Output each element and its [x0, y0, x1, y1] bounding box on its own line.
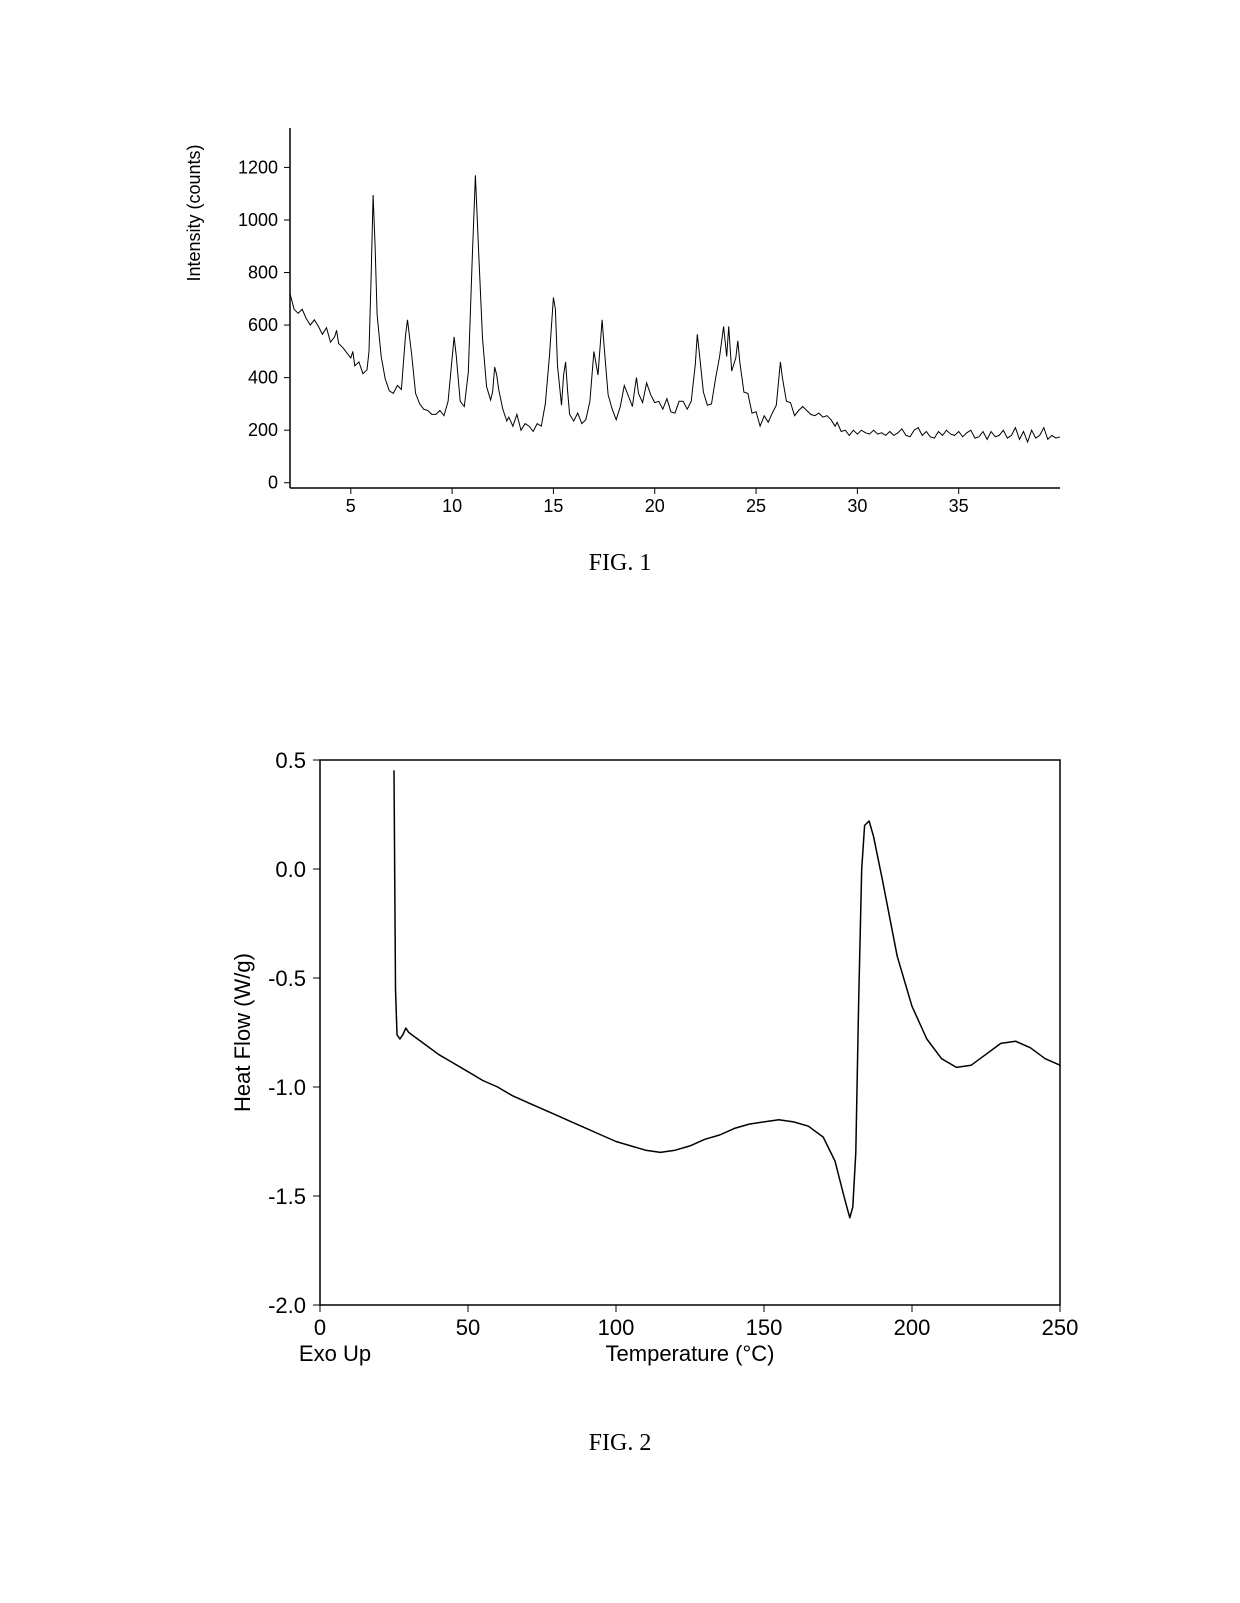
x-tick-label: 35	[949, 496, 969, 516]
xrd-trace	[290, 175, 1060, 442]
figure-1-block: 0 200 400 600 800 1000 1200 5 10 15 20 25 30 35 Intens…	[0, 40, 1240, 577]
figure-1-svg: 0 200 400 600 800 1000 1200 5 10 15 20 25 30 35 Intens…	[120, 40, 1120, 520]
y-tick-label: 600	[248, 315, 278, 335]
y-tick-label: 0	[268, 473, 278, 493]
y-tick-label: 400	[248, 368, 278, 388]
y-tick-label: 0.5	[275, 748, 306, 773]
dsc-trace	[394, 771, 1060, 1218]
plot-frame	[320, 760, 1060, 1305]
exo-up-label: Exo Up	[299, 1341, 371, 1366]
y-tick-label: -0.5	[268, 966, 306, 991]
y-tick-label: -2.0	[268, 1293, 306, 1318]
y-axis-label: Intensity (counts)	[184, 144, 204, 281]
y-tick-label: 1200	[238, 157, 278, 177]
x-tick-label: 150	[746, 1315, 783, 1340]
x-tick-label: 100	[598, 1315, 635, 1340]
x-tick-label: 25	[746, 496, 766, 516]
x-tick-label: 30	[847, 496, 867, 516]
x-tick-label: 0	[314, 1315, 326, 1340]
y-tick-label: -1.5	[268, 1184, 306, 1209]
figure-2-caption: FIG. 2	[0, 1430, 1240, 1457]
x-axis-label: Temperature (°C)	[606, 1341, 775, 1366]
x-tick-label: 20	[645, 496, 665, 516]
x-tick-label: 200	[894, 1315, 931, 1340]
x-tick-label: 15	[543, 496, 563, 516]
figure-2-svg: -2.0 -1.5 -1.0 -0.5 0.0 0.5 0 50 100 150 200 250 Hea…	[120, 720, 1120, 1400]
figure-1-caption: FIG. 1	[0, 550, 1240, 577]
x-tick-label: 250	[1042, 1315, 1079, 1340]
x-tick-label: 5	[346, 496, 356, 516]
y-axis-label: Heat Flow (W/g)	[230, 953, 255, 1112]
y-tick-label: -1.0	[268, 1075, 306, 1100]
y-tick-label: 1000	[238, 210, 278, 230]
y-tick-label: 800	[248, 263, 278, 283]
x-tick-label: 50	[456, 1315, 480, 1340]
y-tick-label: 0.0	[275, 857, 306, 882]
figure-2-block: -2.0 -1.5 -1.0 -0.5 0.0 0.5 0 50 100 150 200 250 Hea…	[0, 720, 1240, 1457]
x-tick-label: 10	[442, 496, 462, 516]
y-tick-label: 200	[248, 420, 278, 440]
page-root: 0200400600800100012005101520253035Intens…	[0, 0, 1240, 1603]
